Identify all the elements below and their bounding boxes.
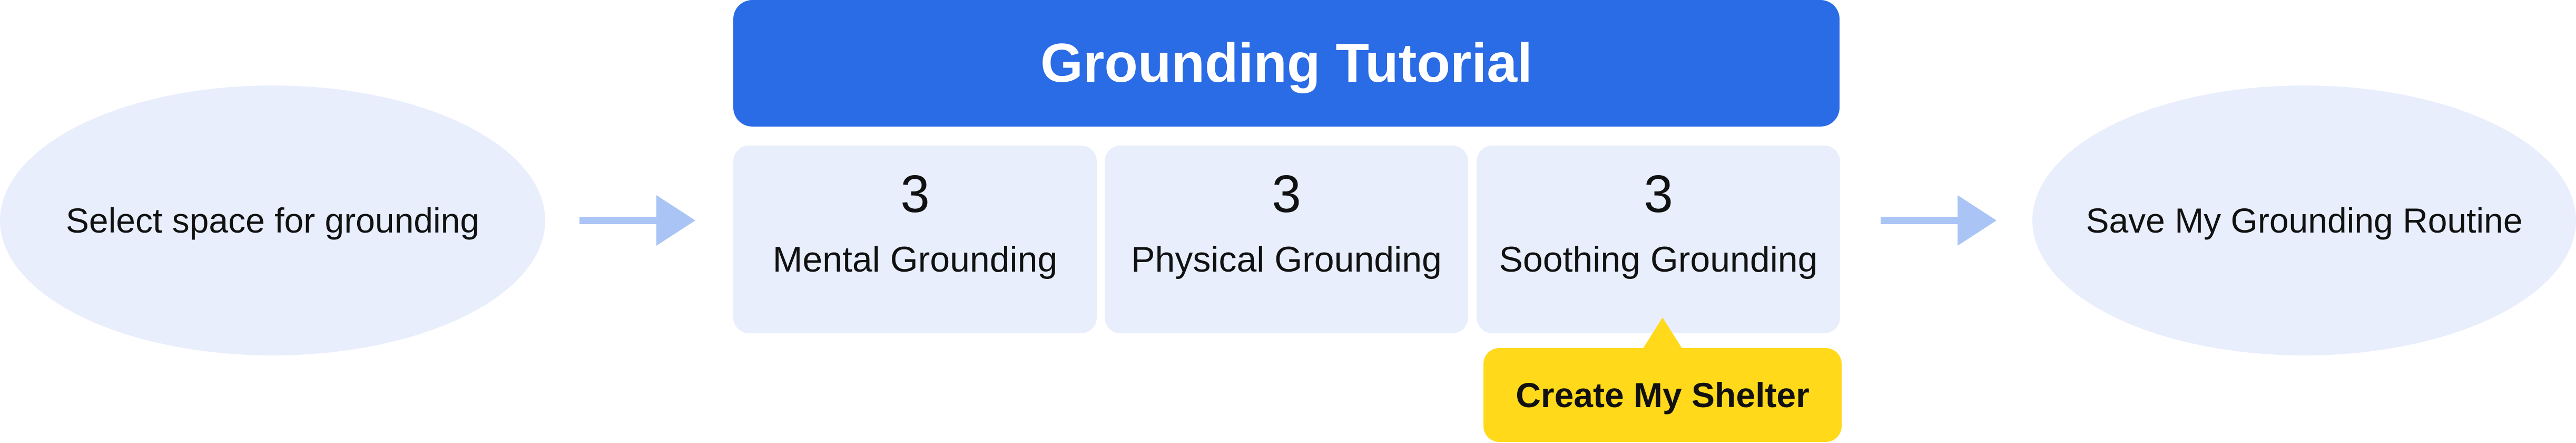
- start-node-label: Select space for grounding: [65, 201, 480, 240]
- tutorial-title-banner: Grounding Tutorial: [733, 0, 1840, 127]
- card-count: 3: [1272, 165, 1301, 224]
- create-my-shelter-label: Create My Shelter: [1516, 375, 1810, 415]
- create-my-shelter-button[interactable]: Create My Shelter: [1483, 348, 1842, 442]
- card-count: 3: [900, 165, 930, 224]
- end-node: Save My Grounding Routine: [2032, 85, 2576, 355]
- start-node: Select space for grounding: [0, 85, 545, 355]
- card-physical-grounding[interactable]: 3 Physical Grounding: [1105, 146, 1468, 333]
- arrow-right-icon: [579, 195, 695, 246]
- card-mental-grounding[interactable]: 3 Mental Grounding: [733, 146, 1097, 333]
- card-soothing-grounding[interactable]: 3 Soothing Grounding: [1477, 146, 1840, 333]
- card-count: 3: [1644, 165, 1673, 224]
- card-label: Mental Grounding: [772, 239, 1058, 280]
- callout-pointer: [1643, 317, 1683, 349]
- tutorial-title: Grounding Tutorial: [1040, 32, 1532, 94]
- card-label: Physical Grounding: [1131, 239, 1442, 280]
- card-label: Soothing Grounding: [1499, 239, 1818, 280]
- end-node-label: Save My Grounding Routine: [2086, 201, 2523, 240]
- arrow-right-icon: [1881, 195, 1997, 246]
